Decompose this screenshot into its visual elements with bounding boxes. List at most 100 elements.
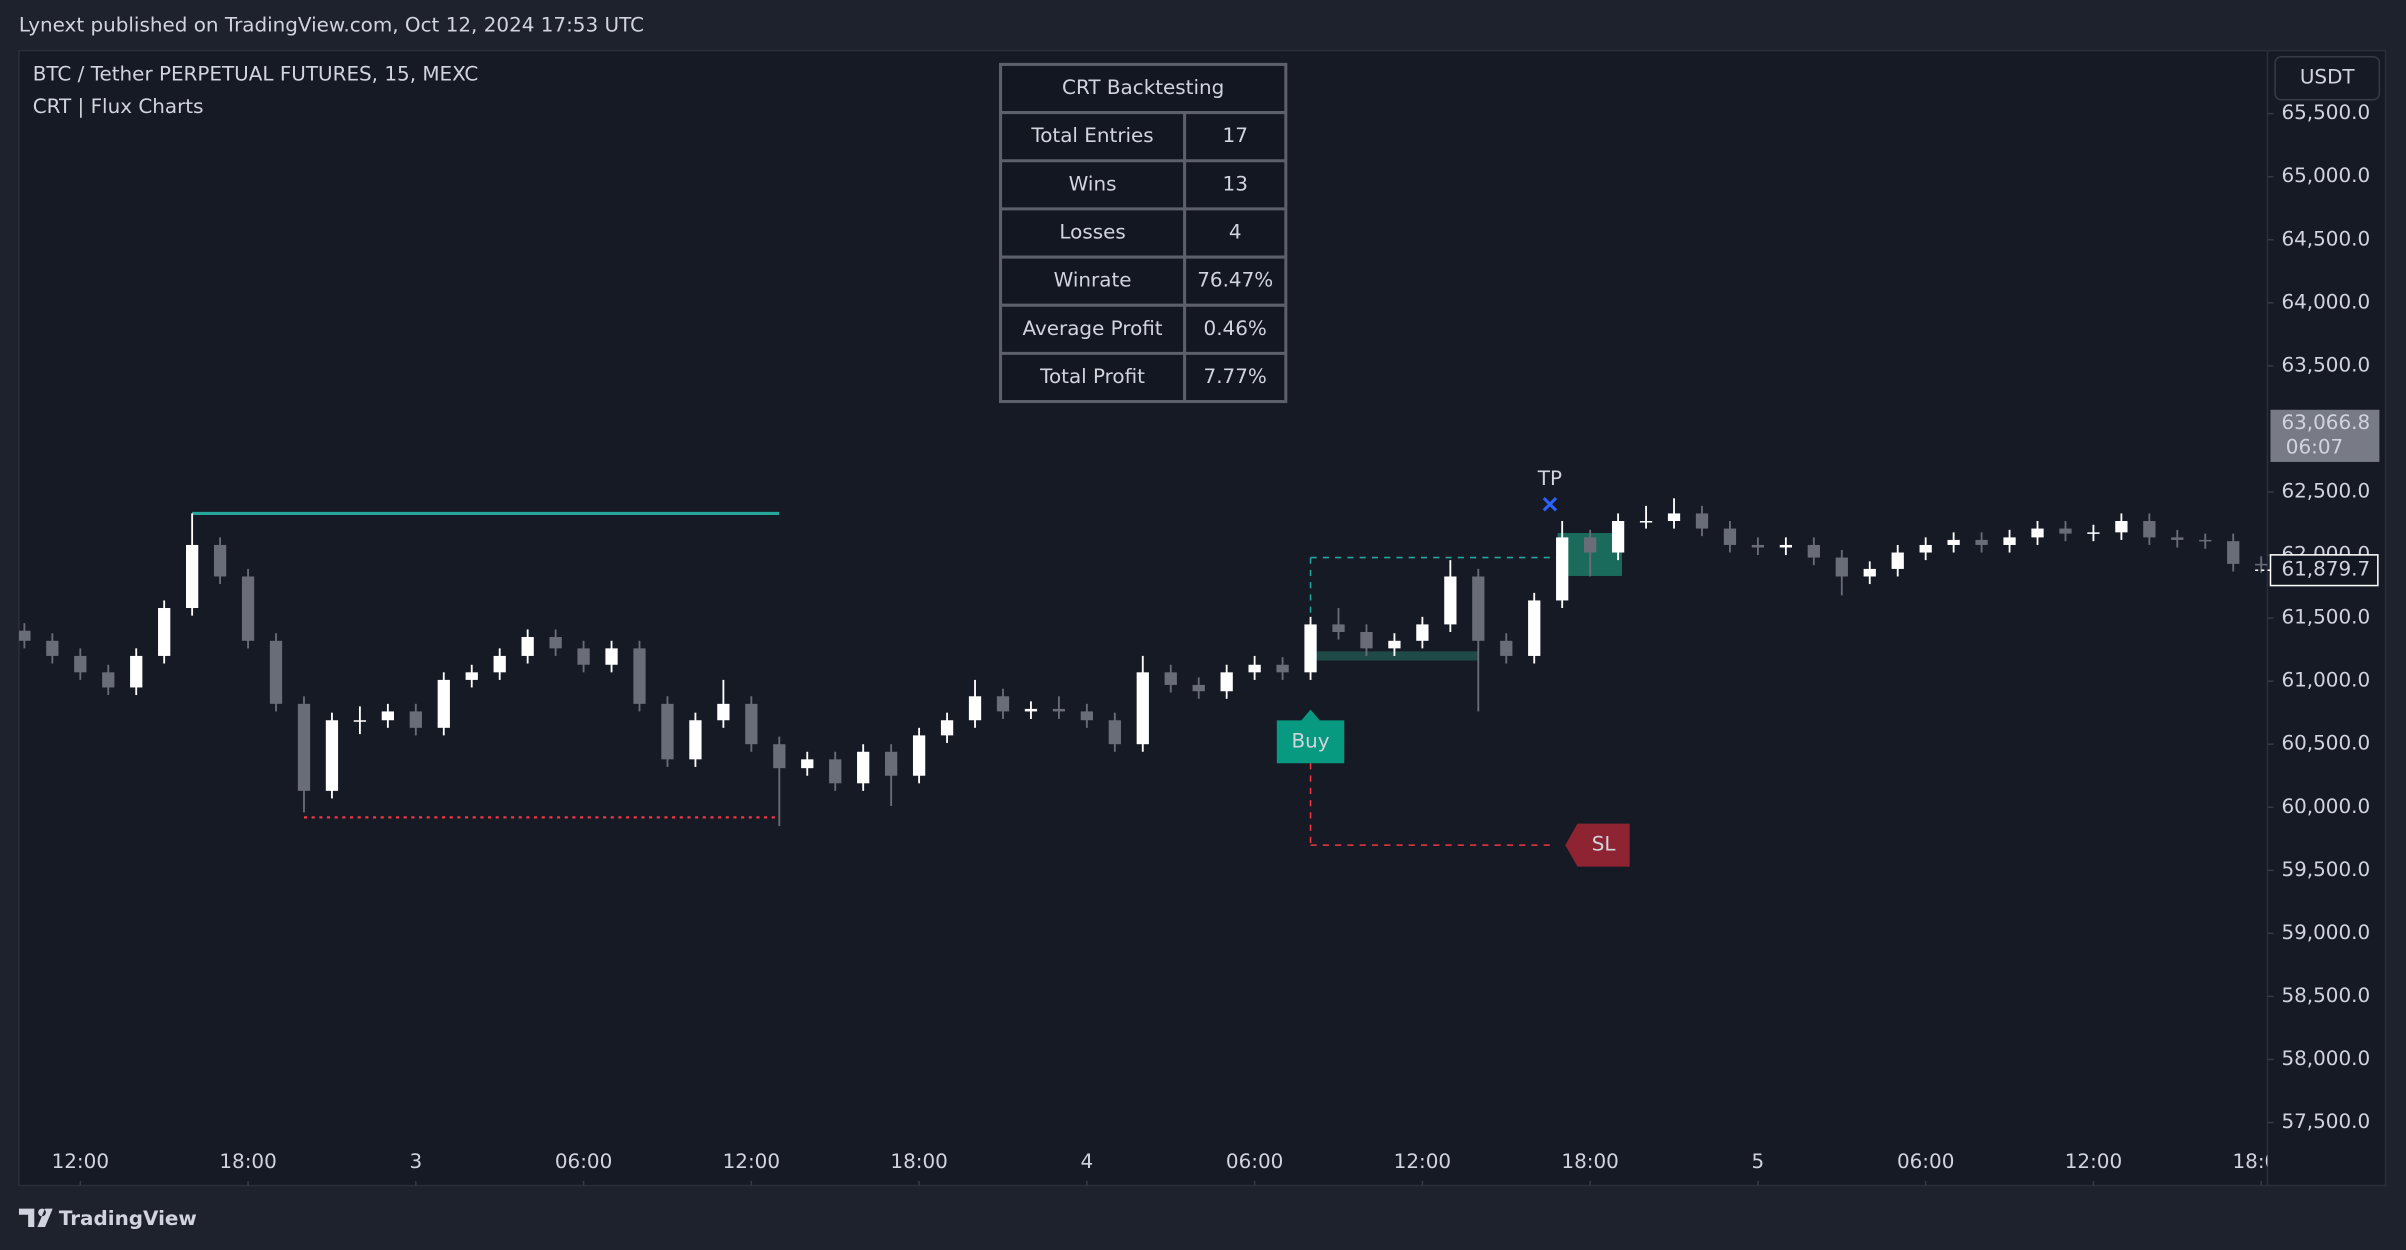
x-tick-label: 06:00 (555, 1150, 612, 1173)
candle-body (381, 711, 394, 721)
candle-body (801, 759, 814, 769)
candle-body (940, 720, 954, 736)
candle-body (2171, 537, 2184, 540)
y-tick-label: 60,500.0 (2281, 732, 2370, 755)
candle-body (1639, 520, 1653, 523)
currency[interactable]: USDT (2300, 66, 2356, 89)
candle-body (1388, 640, 1401, 649)
candle-body (2255, 563, 2268, 566)
candle-body (2087, 532, 2100, 534)
table-label: Average Profit (1023, 317, 1163, 340)
candle-body (1975, 539, 1988, 545)
last-price-box (2269, 554, 2379, 587)
x-tick-label: 12:00 (52, 1150, 109, 1173)
candle-body (1611, 520, 1625, 553)
candle-body (773, 744, 786, 769)
buy-label-box (1276, 709, 1345, 764)
candle-body (409, 711, 422, 728)
y-tick-label: 58,000.0 (2281, 1047, 2370, 1070)
table-title: CRT Backtesting (1062, 76, 1224, 99)
candle-body (325, 720, 339, 791)
candle-body (1695, 513, 1709, 529)
candle-body (1248, 664, 1261, 673)
x-tick-label: 12:00 (1394, 1150, 1451, 1173)
candle-body (1276, 664, 1289, 673)
candle-body (2199, 539, 2212, 542)
table-value: 7.77% (1204, 365, 1267, 388)
table-value: 4 (1229, 220, 1242, 243)
candle-body (1723, 528, 1737, 545)
y-tick-label: 59,500.0 (2281, 858, 2370, 881)
candle-body (1528, 600, 1541, 656)
mark-price: 63,066.8 (2281, 411, 2370, 434)
candle-body (353, 720, 367, 722)
mark-price-box (2270, 409, 2380, 462)
candle-body (1807, 544, 1820, 558)
stats-table: CRT Backtesting Total Entries 17 Wins 13 Loss… (999, 62, 1288, 404)
candle-body (241, 576, 255, 641)
x-tick-label: 18:00 (890, 1150, 947, 1173)
candle-body (717, 703, 730, 721)
sl-label: SL (1592, 833, 1616, 856)
y-tick-label: 64,500.0 (2281, 227, 2370, 250)
candle-body (269, 640, 283, 704)
publisher: Lynext published on TradingView.com, Oct… (19, 14, 644, 37)
candle-body (1416, 624, 1429, 641)
candle-body (2031, 528, 2044, 538)
x-tick-label: 18:00 (2232, 1150, 2289, 1173)
table-value: 76.47% (1197, 269, 1273, 292)
tp-marker (1542, 497, 1558, 512)
x-tick-label: 12:00 (2065, 1150, 2122, 1173)
candle-body (857, 751, 870, 784)
brand: TradingView (59, 1207, 197, 1230)
candle-body (1947, 539, 1960, 545)
y-tick-label: 62,500.0 (2281, 479, 2370, 502)
y-tick-label: 57,500.0 (2281, 1110, 2370, 1133)
table-label: Losses (1059, 220, 1125, 243)
countdown: 06:07 (2286, 436, 2343, 459)
candle-body (2003, 537, 2016, 545)
candle-body (1108, 720, 1121, 745)
candle-body (102, 672, 115, 688)
x-tick-label: 3 (409, 1150, 422, 1173)
y-tick-label: 61,000.0 (2281, 669, 2370, 692)
candle-body (1332, 624, 1345, 632)
candle-body (1919, 544, 1932, 553)
table-label: Winrate (1054, 269, 1132, 292)
symbol: BTC / Tether PERPETUAL FUTURES, 15, MEXC (33, 63, 479, 86)
table-value: 13 (1223, 172, 1248, 195)
indicator: CRT | Flux Charts (33, 95, 204, 118)
candle-body (2227, 541, 2240, 564)
y-tick-label: 58,500.0 (2281, 984, 2370, 1007)
candle-body (1024, 708, 1038, 712)
candle-body (1220, 672, 1233, 692)
table-label: Total Profit (1039, 365, 1145, 388)
candle-body (1500, 640, 1513, 656)
candle-body (968, 696, 982, 721)
y-tick-label: 61,500.0 (2281, 606, 2370, 629)
candle-body (1164, 672, 1177, 685)
currency-button[interactable] (2274, 55, 2381, 101)
candle-body (1835, 557, 1848, 577)
candle-body (2143, 520, 2156, 538)
candle-body (605, 648, 618, 665)
table-label: Total Entries (1030, 124, 1153, 147)
candle-body (996, 696, 1010, 712)
y-tick-label: 65,500.0 (2281, 101, 2370, 124)
table-bg (999, 62, 1288, 404)
candle-body (1891, 552, 1904, 569)
candle-body (689, 720, 702, 760)
sl-label-box (1565, 823, 1630, 867)
candle-body (1080, 711, 1093, 721)
candle-body (521, 637, 534, 656)
candle-body (2059, 528, 2072, 534)
x-tick-label: 5 (1752, 1150, 1765, 1173)
candle-body (74, 655, 87, 673)
logo-mark (18, 1208, 53, 1227)
table-value: 0.46% (1204, 317, 1267, 340)
candle-body (1863, 568, 1876, 577)
candle-body (1192, 684, 1205, 692)
candle-body (1779, 544, 1793, 548)
y-tick-label: 59,000.0 (2281, 921, 2370, 944)
candle-body (1472, 576, 1485, 641)
